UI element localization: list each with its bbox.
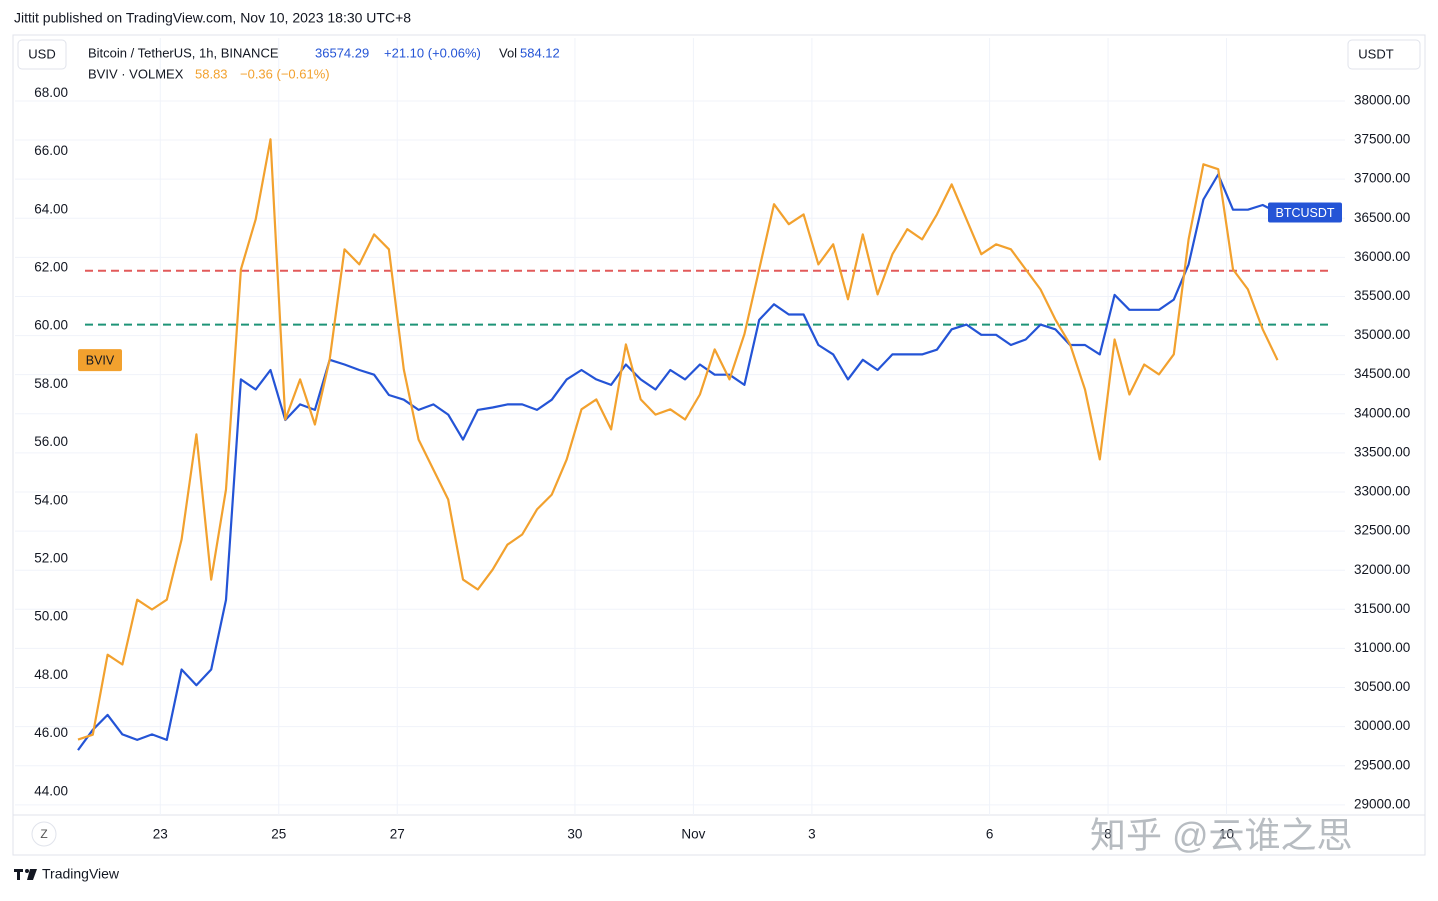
series-name: BVIV bbox=[86, 353, 115, 367]
y-tick-label: 48.00 bbox=[34, 667, 68, 682]
y2-tick-label: 32000.00 bbox=[1354, 562, 1410, 577]
y-tick-label: 68.00 bbox=[34, 85, 68, 100]
y-tick-label: 50.00 bbox=[34, 609, 68, 624]
y2-tick-label: 37000.00 bbox=[1354, 171, 1410, 186]
legend-symbol: Bitcoin / TetherUS, 1h, BINANCE bbox=[88, 45, 279, 60]
y2-tick-label: 35000.00 bbox=[1354, 327, 1410, 342]
y2-tick-label: 33000.00 bbox=[1354, 484, 1410, 499]
x-tick-label: Nov bbox=[681, 827, 705, 842]
y-tick-label: 66.00 bbox=[34, 143, 68, 158]
y2-tick-label: 31500.00 bbox=[1354, 601, 1410, 616]
x-tick-label: 23 bbox=[153, 827, 168, 842]
y-tick-label: 60.00 bbox=[34, 318, 68, 333]
left-unit[interactable]: USD bbox=[28, 46, 55, 61]
y2-tick-label: 36500.00 bbox=[1354, 210, 1410, 225]
x-tick-label: 8 bbox=[1104, 827, 1112, 842]
y2-tick-label: 30500.00 bbox=[1354, 679, 1410, 694]
series-line bbox=[77, 173, 1278, 751]
y2-tick-label: 30000.00 bbox=[1354, 718, 1410, 733]
y-tick-label: 44.00 bbox=[34, 783, 68, 798]
header: Jittit published on TradingView.com, Nov… bbox=[14, 10, 411, 26]
series-line bbox=[77, 138, 1279, 741]
x-tick-label: 6 bbox=[986, 827, 994, 842]
y2-tick-label: 34500.00 bbox=[1354, 366, 1410, 381]
logo-part bbox=[25, 869, 29, 873]
right-unit-box[interactable] bbox=[1347, 39, 1421, 70]
x-tick-label: 27 bbox=[390, 827, 405, 842]
reset-button[interactable] bbox=[31, 821, 57, 847]
y-tick-label: 52.00 bbox=[34, 550, 68, 565]
legend-change: −0.36 (−0.61%) bbox=[240, 66, 330, 81]
legend-vol-label: Vol bbox=[499, 45, 517, 60]
y2-tick-label: 38000.00 bbox=[1354, 93, 1410, 108]
y2-tick-label: 29500.00 bbox=[1354, 757, 1410, 772]
y2-tick-label: 36000.00 bbox=[1354, 249, 1410, 264]
legend-change: +21.10 (+0.06%) bbox=[384, 45, 481, 60]
series-tag bbox=[78, 349, 122, 372]
legend-symbol: BVIV · VOLMEX bbox=[88, 66, 184, 81]
x-tick-label: 3 bbox=[808, 827, 816, 842]
y2-tick-label: 33500.00 bbox=[1354, 444, 1410, 459]
legend-price: 36574.29 bbox=[315, 45, 369, 60]
y2-tick-label: 34000.00 bbox=[1354, 405, 1410, 420]
y-tick-label: 54.00 bbox=[34, 492, 68, 507]
y-tick-label: 46.00 bbox=[34, 725, 68, 740]
x-tick-label: 10 bbox=[1219, 827, 1234, 842]
y-tick-label: 58.00 bbox=[34, 376, 68, 391]
grid bbox=[15, 38, 1345, 815]
plot: BTCUSDT BVIV bbox=[77, 138, 1342, 751]
legend-vol: 584.12 bbox=[520, 45, 560, 60]
y2-tick-label: 35500.00 bbox=[1354, 288, 1410, 303]
reset-label[interactable]: Z bbox=[40, 827, 47, 841]
tv-logo bbox=[14, 869, 37, 880]
x-tick-label: 30 bbox=[567, 827, 582, 842]
y2-tick-label: 29000.00 bbox=[1354, 796, 1410, 811]
left-unit-box[interactable] bbox=[17, 39, 67, 70]
y2-tick-label: 32500.00 bbox=[1354, 523, 1410, 538]
logo-part bbox=[17, 869, 20, 880]
axes: 23 25 27 30 Nov 3 6 8 10 29000.00 29500.00 30000.00… bbox=[34, 85, 1410, 842]
y-tick-label: 56.00 bbox=[34, 434, 68, 449]
series-tag bbox=[1268, 202, 1342, 223]
footer-brand: TradingView bbox=[42, 866, 120, 882]
y-tick-label: 62.00 bbox=[34, 259, 68, 274]
y-tick-label: 64.00 bbox=[34, 201, 68, 216]
legend-price: 58.83 bbox=[195, 66, 228, 81]
y2-tick-label: 31000.00 bbox=[1354, 640, 1410, 655]
y2-tick-label: 37500.00 bbox=[1354, 132, 1410, 147]
x-tick-label: 25 bbox=[271, 827, 286, 842]
right-unit[interactable]: USDT bbox=[1358, 46, 1393, 61]
watermark: 知乎 @云谁之思 bbox=[1090, 815, 1353, 856]
series-name: BTCUSDT bbox=[1275, 206, 1334, 220]
logo-part bbox=[27, 869, 37, 880]
frame bbox=[12, 34, 1426, 856]
